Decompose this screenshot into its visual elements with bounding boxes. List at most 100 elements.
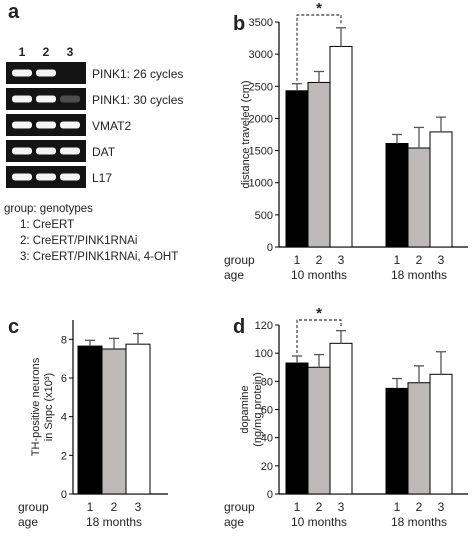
bar-2 — [307, 366, 331, 495]
significance-bracket — [296, 14, 342, 81]
y-axis-label: (ng/mg protein) — [252, 372, 264, 447]
group-label: 1 — [87, 500, 94, 514]
gel-band — [60, 121, 80, 129]
legend-title: group: genotypes — [4, 203, 93, 215]
significance-bracket — [296, 319, 342, 353]
bar-3 — [329, 342, 353, 495]
panel-d-dopamine-chart: d 0 20 40 60 80 100 120 dopamine (ng/mg protein) 1… — [224, 305, 468, 529]
group-label: 2 — [416, 253, 423, 267]
bar-2 — [407, 147, 431, 248]
y-tick-label: 8 — [61, 334, 67, 346]
panel-a-label: a — [8, 1, 20, 23]
lane-number-3: 3 — [67, 45, 74, 59]
significance-star: * — [316, 0, 322, 17]
bar-3 — [429, 131, 453, 248]
gel-row-label: DAT — [92, 145, 116, 159]
row-label-age: age — [224, 515, 244, 529]
y-tick-label: 3000 — [249, 49, 273, 61]
group-label: 2 — [316, 500, 323, 514]
y-tick-label: 3500 — [249, 17, 273, 29]
y-tick-label: 100 — [255, 348, 273, 360]
gel-band — [12, 95, 32, 103]
row-label-age: age — [18, 515, 38, 529]
y-tick-label: 4 — [61, 412, 67, 424]
bar-1 — [385, 387, 409, 495]
gel-band — [12, 147, 32, 155]
y-axis-label: distance traveled (cm) — [240, 80, 252, 188]
lane-number-2: 2 — [43, 45, 50, 59]
row-label-group: group — [224, 253, 255, 267]
age-label: 18 months — [391, 268, 447, 282]
y-tick-label: 500 — [255, 210, 273, 222]
gel-band — [60, 147, 80, 155]
gel-band — [60, 173, 80, 181]
bar-1 — [285, 362, 309, 495]
y-tick-label: 0 — [61, 489, 67, 501]
legend-item-2: 2: CreERT/PINK1RNAi — [20, 235, 137, 247]
genotype-legend: group: genotypes 1: CreERT 2: CreERT/PIN… — [4, 203, 178, 263]
lane-number-1: 1 — [19, 45, 26, 59]
gel-row-label: PINK1: 26 cycles — [92, 67, 183, 81]
age-label: 18 months — [86, 515, 142, 529]
gel-image: 1 2 3 PINK1: 26 cycles PINK1: 30 cycles VMAT2… — [6, 45, 183, 188]
bar-2 — [101, 348, 127, 495]
bar-1 — [285, 90, 309, 248]
gel-band — [36, 69, 56, 77]
y-tick-label: 40 — [261, 433, 273, 445]
bar-1 — [385, 143, 409, 248]
y-tick-label: 120 — [255, 320, 273, 332]
panel-label: b — [233, 13, 245, 35]
row-label-age: age — [224, 268, 244, 282]
group-label: 1 — [294, 500, 301, 514]
gel-band — [36, 95, 56, 103]
y-tick-label: 1500 — [249, 146, 273, 158]
group-label: 3 — [438, 500, 445, 514]
y-tick-label: 6 — [61, 373, 67, 385]
panel-a: a 1 2 3 PINK1: 26 cycles PINK1: 30 cycles VMA… — [4, 1, 183, 263]
group-label: 2 — [416, 500, 423, 514]
bar-3 — [329, 45, 353, 248]
gel-row-label: L17 — [92, 171, 112, 185]
legend-item-3: 3: CreERT/PINK1RNAi, 4-OHT — [20, 251, 178, 263]
group-label: 1 — [394, 500, 401, 514]
gel-row-label: VMAT2 — [92, 119, 131, 133]
gel-row-label: PINK1: 30 cycles — [92, 93, 183, 107]
bar-3 — [429, 373, 453, 495]
gel-band — [12, 121, 32, 129]
group-label: 3 — [135, 500, 142, 514]
y-tick-label: 0 — [267, 242, 273, 254]
age-label: 18 months — [391, 515, 447, 529]
bar-3 — [125, 343, 151, 495]
row-label-group: group — [224, 500, 255, 514]
gel-band — [60, 95, 80, 103]
group-label: 1 — [294, 253, 301, 267]
gel-band — [12, 173, 32, 181]
y-tick-label: 20 — [261, 461, 273, 473]
y-tick-label: 60 — [261, 405, 273, 417]
age-label: 10 months — [291, 268, 347, 282]
group-label: 2 — [111, 500, 118, 514]
gel-band — [36, 173, 56, 181]
group-label: 3 — [338, 253, 345, 267]
gel-band — [36, 147, 56, 155]
y-tick-label: 1000 — [249, 178, 273, 190]
bar-2 — [407, 382, 431, 495]
y-axis-label: TH-positive neurons — [30, 357, 42, 456]
gel-band — [12, 69, 32, 77]
panel-c-th-neurons-chart: c 0 2 4 6 8 TH-positive neurons in Snpc (x10³) 1… — [8, 316, 168, 529]
panel-b-distance-chart: b 0 500 1000 1500 2000 2500 3000 3500 distance tr… — [224, 0, 468, 282]
y-axis-label: in Snpc (x10³) — [43, 373, 55, 441]
row-label-group: group — [18, 500, 49, 514]
y-tick-label: 2500 — [249, 81, 273, 93]
gel-band — [36, 121, 56, 129]
y-tick-label: 80 — [261, 376, 273, 388]
y-tick-label: 2000 — [249, 113, 273, 125]
group-label: 3 — [438, 253, 445, 267]
y-axis-label: dopamine — [239, 385, 251, 433]
group-label: 3 — [338, 500, 345, 514]
significance-star: * — [316, 305, 322, 322]
bar-1 — [77, 345, 103, 495]
y-tick-label: 2 — [61, 450, 67, 462]
legend-item-1: 1: CreERT — [20, 219, 74, 231]
